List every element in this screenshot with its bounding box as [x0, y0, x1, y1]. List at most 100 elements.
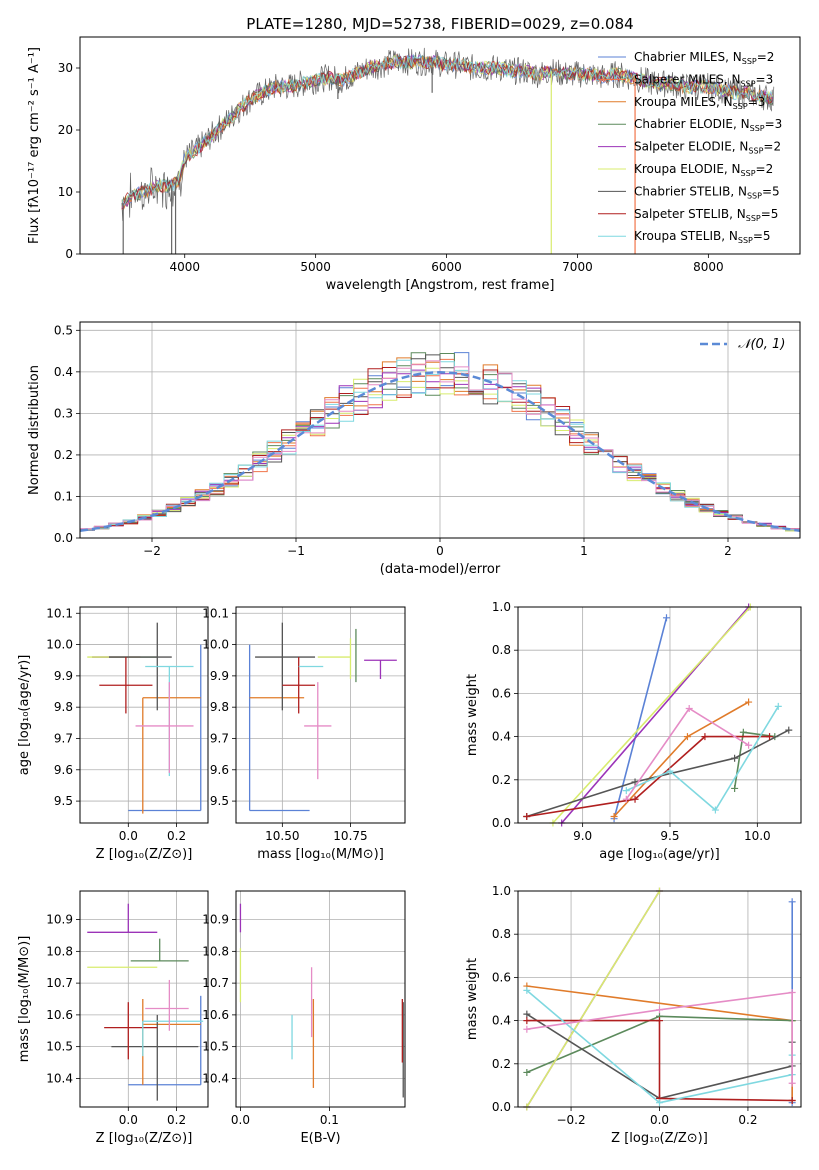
y-tick-label: 0.2 [492, 773, 511, 787]
mass-weight-marker [774, 702, 782, 710]
mass-weight-marker [711, 806, 719, 814]
x-axis-label: Z [log₁₀(Z/Z⊙)] [96, 847, 193, 862]
y-tick-label: 30 [58, 61, 73, 75]
mass-weight-series [523, 989, 796, 1087]
mass-weight-series [610, 698, 753, 821]
x-tick-label: 0.2 [738, 1113, 757, 1127]
y-tick-label: 0.8 [492, 927, 511, 941]
y-tick-label: 9.9 [210, 669, 229, 683]
mass-weight-marker [683, 733, 691, 741]
x-tick-label: −2 [143, 544, 161, 558]
axes-frame [79, 606, 209, 824]
y-tick-label: 9.7 [210, 731, 229, 745]
model-spectrum-line [121, 53, 773, 210]
y-tick-label: 9.6 [210, 763, 229, 777]
y-tick-label: 10.8 [46, 944, 73, 958]
x-tick-label: 0 [436, 544, 444, 558]
axes-frame [79, 890, 209, 1108]
y-tick-label: 0.0 [54, 531, 73, 545]
x-tick-label: 0.0 [119, 1113, 138, 1127]
mass-weight-marker [745, 741, 753, 749]
mass-weight-vs-metallicity-panel: −0.2 0.0 0.2 0.0 0.2 0.4 0.6 0.8 1.0 Z [log₁₀(Z/Z… [465, 884, 802, 1146]
model-spectrum-line [121, 54, 773, 207]
mass-weight-marker [523, 813, 531, 821]
mass-weight-marker [631, 795, 639, 803]
mass-weight-marker [523, 1010, 531, 1018]
age-vs-mass-panel: 10.50 10.75 9.5 9.6 9.7 9.8 9.9 10.0 10.1 mass [l… [202, 606, 406, 862]
errorbar-point [145, 979, 189, 1031]
mass-vs-ebv-panel: 0.0 0.1 10.4 10.5 10.6 10.7 10.8 10.9 E(B-V) [202, 890, 406, 1146]
figure-title: PLATE=1280, MJD=52738, FIBERID=0029, z=0… [246, 15, 633, 33]
y-tick-label: 0.4 [492, 1014, 511, 1028]
errorbar-point [364, 659, 397, 679]
y-axis-label: age [log₁₀(age/yr)] [17, 655, 32, 776]
y-tick-label: 0.2 [492, 1057, 511, 1071]
y-tick-label: 10 [58, 185, 73, 199]
model-spectrum-line [121, 55, 773, 205]
mass-weight-line [625, 705, 779, 812]
y-tick-label: 9.5 [210, 794, 229, 808]
y-tick-label: 10.4 [202, 1071, 229, 1085]
x-tick-label: 10.75 [333, 829, 367, 843]
mass-weight-marker [788, 1079, 796, 1087]
y-axis-label: Normed distribution [27, 365, 42, 495]
mass-weight-line [552, 606, 751, 824]
mass-weight-marker [610, 813, 618, 821]
axes-frame [79, 36, 801, 255]
errorbar-point [130, 938, 189, 962]
errorbar-point [135, 682, 194, 773]
mass-weight-series [610, 614, 670, 823]
x-axis-label: E(B-V) [300, 1131, 340, 1146]
x-tick-label: 5000 [300, 260, 331, 274]
axes-frame [517, 606, 802, 824]
x-tick-label: 9.5 [660, 829, 679, 843]
y-tick-label: 10.6 [202, 1008, 229, 1022]
y-tick-label: 0.6 [492, 686, 511, 700]
y-tick-label: 10.1 [46, 606, 73, 620]
mass-weight-line [526, 1019, 793, 1102]
x-axis-label: Z [log₁₀(Z/Z⊙)] [96, 1131, 193, 1146]
mass-weight-marker [731, 784, 739, 792]
mass-weight-marker [622, 795, 630, 803]
x-axis-label: wavelength [Angstrom, rest frame] [326, 278, 555, 293]
x-tick-label: 0.0 [650, 1113, 669, 1127]
x-tick-label: 0.0 [231, 1113, 250, 1127]
errorbar-point [142, 999, 201, 1085]
y-tick-label: 10.4 [46, 1071, 73, 1085]
errorbar-point [99, 657, 153, 714]
mass-weight-vs-age-panel: 9.0 9.5 10.0 0.0 0.2 0.4 0.6 0.8 1.0 age [log₁₀(a… [465, 600, 802, 862]
y-tick-label: 0.5 [54, 323, 73, 337]
x-tick-label: 6000 [431, 260, 462, 274]
x-tick-label: 0.1 [320, 1113, 339, 1127]
y-tick-label: 20 [58, 123, 73, 137]
y-tick-label: 10.9 [46, 913, 73, 927]
errorbar-point [142, 1020, 204, 1057]
residual-histogram-series [80, 367, 800, 530]
x-tick-label: 0.0 [119, 829, 138, 843]
mass-weight-marker [666, 767, 674, 775]
errorbar-point [304, 682, 332, 780]
y-tick-label: 9.9 [54, 669, 73, 683]
axes-frame [235, 606, 406, 824]
mass-weight-series [523, 726, 793, 821]
errorbar-point [87, 903, 158, 933]
errorbar-point [282, 657, 316, 714]
mass-weight-series [622, 705, 753, 803]
mass-weight-marker [523, 1068, 531, 1076]
legend-label: Kroupa ELODIE, NSSP=2 [634, 162, 773, 178]
y-tick-label: 10.7 [46, 976, 73, 990]
x-tick-label: 1 [580, 544, 588, 558]
y-tick-label: 10.9 [202, 913, 229, 927]
x-tick-label: 9.0 [573, 829, 592, 843]
legend-label: Salpeter MILES, NSSP=3 [634, 72, 773, 88]
y-tick-label: 0.2 [54, 448, 73, 462]
model-spectrum-line [121, 54, 773, 207]
x-axis-label: (data-model)/error [380, 562, 501, 577]
mass-weight-series [523, 1017, 796, 1105]
y-tick-label: 10.0 [46, 638, 73, 652]
x-tick-label: 10.50 [265, 829, 299, 843]
legend-label: Kroupa STELIB, NSSP=5 [634, 229, 771, 245]
mass-weight-marker [785, 726, 793, 734]
y-tick-label: 0.4 [492, 730, 511, 744]
mass-weight-marker [523, 986, 531, 994]
